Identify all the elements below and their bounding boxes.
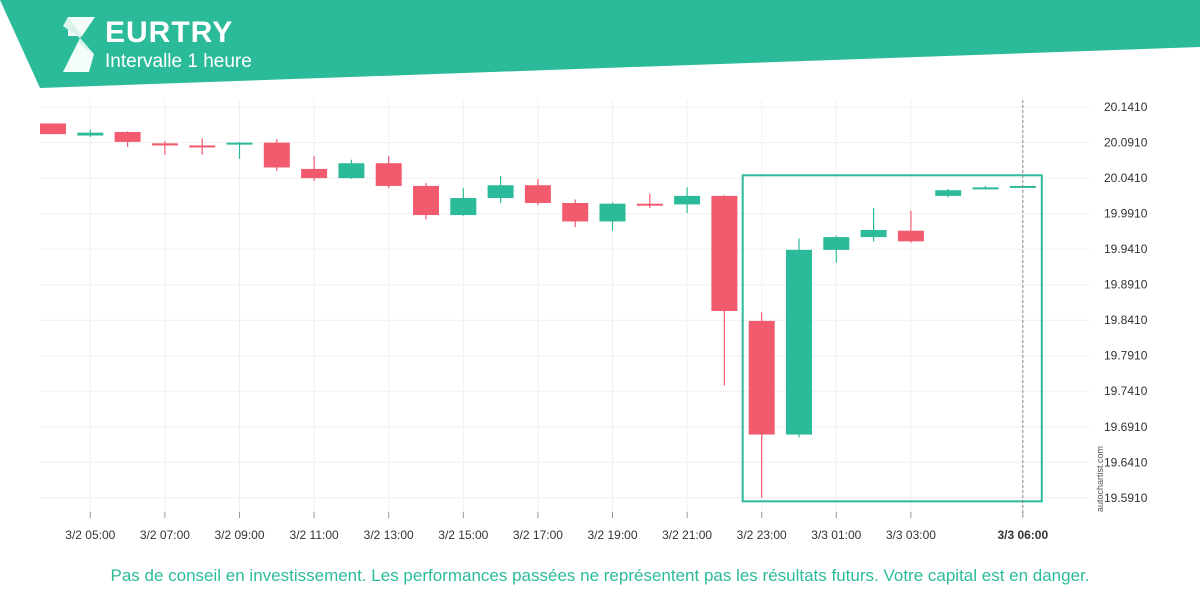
- y-axis-labels: 20.1410 20.0910 20.0410 19.9910 19.9410 19.89…: [1104, 100, 1148, 505]
- y-tick-label: 20.1410: [1104, 100, 1148, 114]
- candle: [674, 187, 701, 213]
- x-tick-label: 3/2 07:00: [140, 528, 190, 542]
- pattern-overlay: [741, 100, 1043, 516]
- x-tick-label: 3/3 01:00: [811, 528, 861, 542]
- candle: [599, 202, 626, 231]
- candle-body: [935, 190, 962, 196]
- candle-body: [860, 229, 887, 238]
- candle: [301, 156, 328, 181]
- y-tick-label: 19.5910: [1104, 491, 1148, 505]
- x-tick-label: 3/2 05:00: [65, 528, 115, 542]
- candle: [972, 185, 999, 190]
- candle-body: [301, 168, 328, 179]
- grid-lines: [40, 100, 1090, 512]
- candle-body: [636, 203, 663, 206]
- candle-body: [40, 123, 66, 135]
- candle-body: [972, 187, 999, 190]
- page-title: EURTRY: [105, 16, 234, 49]
- candle-body: [151, 143, 178, 146]
- x-tick-label: 3/2 09:00: [214, 528, 264, 542]
- y-tick-label: 19.9910: [1104, 207, 1148, 221]
- x-tick-label: 3/2 15:00: [438, 528, 488, 542]
- x-tick-label: 3/3 03:00: [886, 528, 936, 542]
- x-tick-label: 3/2 11:00: [290, 528, 339, 542]
- y-tick-label: 19.7410: [1104, 384, 1148, 398]
- interval-subtitle: Intervalle 1 heure: [105, 51, 252, 72]
- watermark-text: autochartist.com: [1095, 446, 1105, 512]
- candle: [375, 156, 402, 189]
- candle: [748, 312, 775, 498]
- candle-body: [413, 185, 439, 216]
- candle: [226, 141, 253, 159]
- candle-body: [487, 185, 514, 199]
- candles-group: [40, 123, 1036, 498]
- x-axis-labels: 3/2 05:00 3/2 07:00 3/2 09:00 3/2 11:00 3/2 …: [65, 512, 1048, 542]
- candle: [562, 199, 589, 228]
- y-tick-label: 19.9410: [1104, 242, 1148, 256]
- candle: [151, 141, 178, 155]
- candle: [487, 176, 514, 203]
- y-tick-label: 20.0910: [1104, 136, 1148, 150]
- x-tick-label: 3/3 06:00: [997, 528, 1048, 542]
- candle: [897, 210, 924, 243]
- candlestick-chart: 20.1410 20.0910 20.0410 19.9910 19.9410 19.89…: [40, 100, 1148, 542]
- candle: [636, 193, 663, 208]
- candle: [77, 129, 104, 137]
- y-tick-label: 19.7910: [1104, 349, 1148, 363]
- candle-body: [226, 142, 253, 145]
- candle: [413, 183, 439, 220]
- x-tick-label: 3/2 21:00: [662, 528, 712, 542]
- x-tick-label: 3/2 23:00: [737, 528, 787, 542]
- candle-body: [114, 131, 141, 142]
- header-background: [0, 0, 1200, 88]
- autochartist-logo-icon: [63, 17, 95, 72]
- candle-body: [450, 198, 477, 216]
- header-banner: [0, 0, 1200, 88]
- x-tick-label: 3/2 19:00: [587, 528, 637, 542]
- y-tick-label: 19.6910: [1104, 420, 1148, 434]
- x-tick-label: 3/2 13:00: [364, 528, 414, 542]
- y-tick-label: 19.6410: [1104, 455, 1148, 469]
- y-tick-label: 19.8910: [1104, 278, 1148, 292]
- candle-body: [263, 142, 290, 168]
- candle-body: [786, 249, 812, 435]
- candle: [450, 188, 477, 216]
- candle-body: [524, 185, 551, 203]
- x-tick-label: 3/2 17:00: [513, 528, 563, 542]
- candle-body: [189, 145, 216, 148]
- candle-body: [77, 132, 104, 136]
- candle-body: [375, 163, 402, 186]
- candle-body: [674, 195, 701, 205]
- candle-body: [897, 230, 924, 242]
- candle-body: [823, 237, 850, 250]
- candle: [524, 178, 551, 206]
- candle-body: [338, 163, 365, 179]
- candle-body: [748, 320, 775, 435]
- risk-disclaimer: Pas de conseil en investissement. Les pe…: [110, 566, 1090, 585]
- candle-body: [599, 203, 626, 222]
- candle: [114, 131, 141, 147]
- candle: [40, 123, 66, 135]
- y-tick-label: 20.0410: [1104, 171, 1148, 185]
- candle: [860, 207, 887, 242]
- y-tick-label: 19.8410: [1104, 313, 1148, 327]
- candle: [189, 138, 216, 155]
- candle: [711, 195, 738, 386]
- candle: [338, 159, 365, 179]
- candle: [823, 235, 850, 263]
- candle-body: [562, 203, 589, 222]
- pattern-highlight-box: [741, 174, 1043, 503]
- candle: [935, 188, 962, 198]
- candle: [786, 238, 812, 438]
- candle: [263, 139, 290, 172]
- candle-body: [711, 195, 738, 311]
